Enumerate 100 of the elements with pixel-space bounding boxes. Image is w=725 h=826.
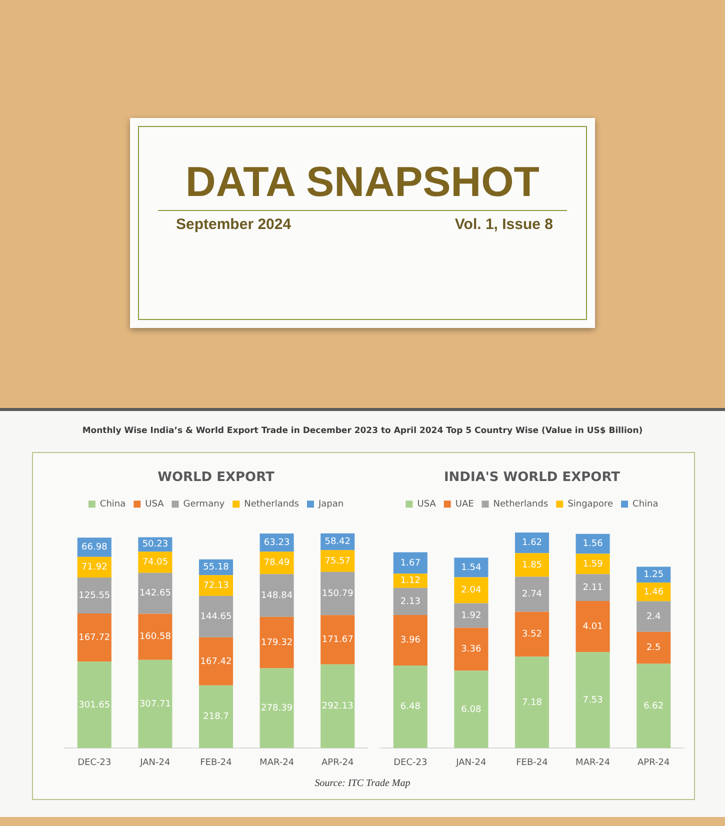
bar (454, 628, 488, 671)
data-label: 1.56 (582, 539, 604, 550)
x-tick-label: FEB-24 (516, 758, 548, 768)
data-label: 160.58 (139, 632, 172, 642)
legend-label: Germany (183, 499, 226, 510)
data-label: 78.49 (264, 558, 290, 568)
data-label: 66.98 (82, 542, 108, 553)
bar (138, 572, 172, 614)
data-label: 2.74 (522, 590, 542, 600)
data-label: 63.23 (264, 538, 290, 548)
data-label: 1.62 (522, 538, 542, 548)
text: September 2024 (176, 216, 292, 233)
source-note: Source: ITC Trade Map (314, 778, 412, 789)
bar (576, 574, 610, 601)
legend-label: China (100, 499, 126, 510)
legend-label: Singapore (568, 499, 614, 510)
data-label: 74.05 (142, 558, 168, 568)
bar (138, 614, 172, 660)
text: Monthly Wise India’s & World Export Trade in December 2023 to April 2024 Top 5 Country Wise (Value in US$ Billion) (81, 426, 644, 436)
x-tick-label: DEC-23 (394, 758, 428, 768)
data-label: 1.59 (582, 559, 604, 570)
bar (514, 612, 550, 657)
data-label: 125.55 (78, 590, 110, 601)
x-tick-label: FEB-24 (200, 758, 232, 768)
bar (198, 637, 234, 686)
bar (393, 588, 428, 616)
data-label: 50.23 (142, 540, 168, 550)
data-label: 150.79 (322, 588, 354, 599)
data-label: 171.67 (322, 635, 354, 646)
data-label: 1.46 (644, 587, 664, 598)
data-label: 2.4 (646, 612, 662, 622)
bar (393, 574, 428, 588)
bar (636, 601, 671, 632)
bar (320, 615, 355, 664)
data-label: 167.72 (78, 632, 110, 643)
bar (77, 577, 112, 614)
x-tick-label: JAN-24 (139, 758, 171, 768)
data-label: 144.65 (200, 612, 232, 622)
legend-label: USA (417, 499, 437, 510)
bar (77, 662, 112, 748)
legend-label: Netherlands (493, 499, 548, 510)
x-tick-label: MAR-24 (576, 758, 610, 768)
data-label: 4.01 (582, 622, 603, 632)
data-label: 1.12 (400, 576, 420, 586)
bar (514, 532, 550, 554)
data-label: 307.71 (139, 699, 171, 710)
bar (576, 652, 610, 748)
legend-label: China (632, 499, 658, 510)
data-label: 2.13 (400, 596, 420, 607)
data-label: 292.13 (322, 702, 354, 712)
bar (454, 603, 488, 628)
data-label: 3.52 (522, 630, 542, 640)
chart-title: WORLD EXPORT (158, 470, 275, 486)
data-label: 167.42 (200, 656, 232, 667)
data-label: 1.25 (644, 570, 664, 580)
bar (514, 553, 550, 577)
bar (77, 613, 112, 662)
data-label: 7.53 (582, 696, 603, 706)
bar (454, 558, 488, 578)
bar (320, 550, 355, 572)
data-label: 218.7 (203, 712, 229, 722)
bar (576, 601, 610, 652)
bar (636, 566, 671, 583)
bar (636, 582, 671, 602)
bar (454, 577, 488, 604)
data-label: 72.13 (203, 580, 229, 591)
data-label: 2.11 (582, 582, 603, 593)
bar (320, 572, 355, 616)
bar (636, 632, 671, 664)
data-label: 58.42 (324, 537, 350, 548)
data-label: 7.18 (522, 698, 542, 708)
data-label: 6.48 (400, 702, 421, 712)
bar (198, 596, 234, 638)
bar (260, 616, 294, 668)
legend-label: UAE (455, 499, 474, 510)
x-tick-label: MAR-24 (260, 758, 294, 768)
bar (393, 666, 428, 748)
bar (393, 552, 428, 574)
data-label: 148.84 (261, 590, 293, 601)
bar (514, 656, 550, 748)
bar (260, 574, 294, 617)
data-label: 55.18 (203, 562, 230, 573)
legend-label: Netherlands (244, 499, 300, 510)
x-tick-label: JAN-24 (455, 758, 487, 768)
data-label: 2.5 (646, 643, 661, 654)
bar (576, 534, 610, 554)
data-label: 142.65 (139, 588, 171, 599)
bar (514, 576, 550, 612)
bar (320, 664, 355, 748)
bar (393, 615, 428, 666)
data-label: 3.96 (400, 636, 421, 646)
data-label: 1.54 (461, 562, 482, 573)
bar (576, 554, 610, 574)
text: DATA SNAPSHOT (184, 158, 540, 206)
data-label: 75.57 (324, 556, 350, 566)
bar (138, 552, 172, 573)
data-label: 1.92 (461, 610, 482, 621)
data-label: 6.62 (644, 701, 664, 712)
bar (138, 660, 172, 748)
bar (198, 685, 234, 748)
